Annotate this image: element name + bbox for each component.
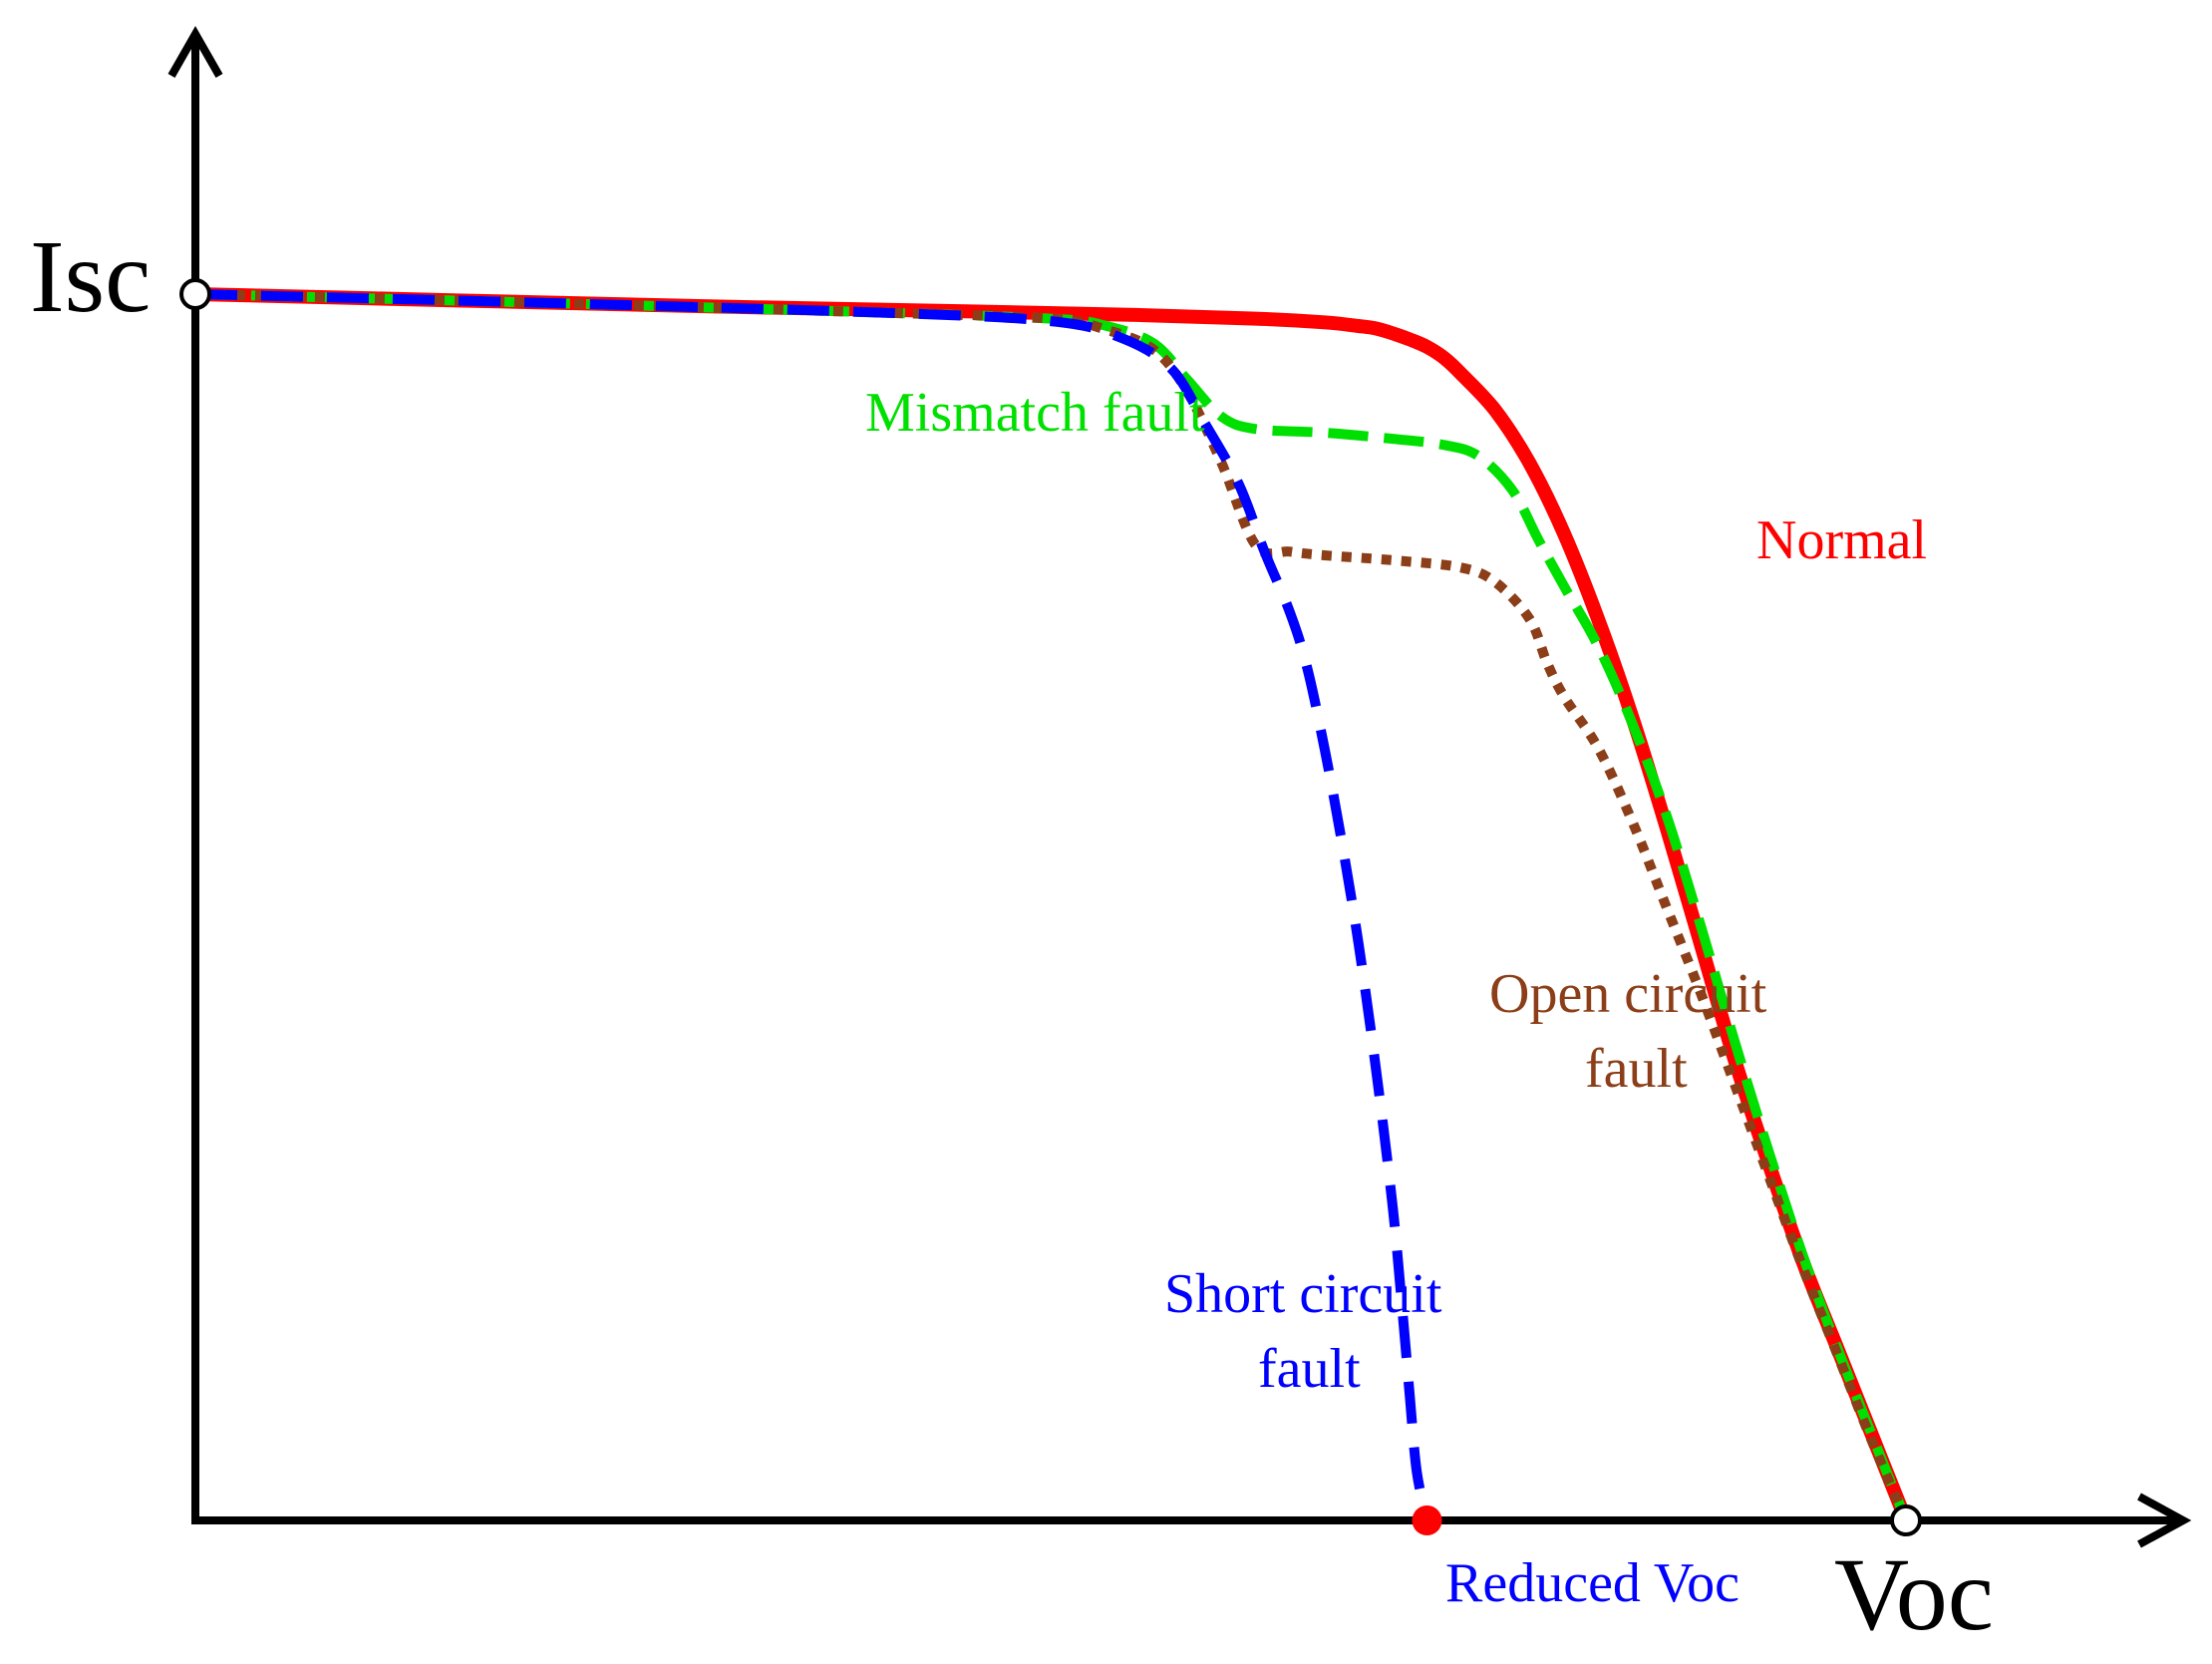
series-label-open-line-1: Open circuit	[1489, 963, 1767, 1025]
reduced-voc-point	[1412, 1505, 1442, 1535]
reduced-voc-label: Reduced Voc	[1445, 1552, 1739, 1614]
isc-point	[179, 278, 211, 310]
series-line-open	[194, 289, 1911, 1522]
series-label-open-line-2: fault	[1585, 1038, 1688, 1100]
series-label-normal: Normal	[1756, 509, 1927, 571]
series-line-mismatch	[194, 289, 1911, 1522]
isc-label: Isc	[30, 219, 151, 334]
y-axis-arrowhead	[167, 25, 223, 78]
series-label-mismatch: Mismatch fault	[865, 382, 1205, 444]
x-axis-arrowhead	[2137, 1493, 2192, 1548]
voc-label: Voc	[1834, 1537, 1994, 1652]
series-line-normal	[188, 287, 1913, 1527]
voc-point	[1890, 1504, 1922, 1536]
series-label-short-line-1: Short circuit	[1164, 1263, 1442, 1325]
series-label-short-line-2: fault	[1258, 1338, 1361, 1400]
curve-layer	[188, 287, 1913, 1527]
series-line-short	[194, 289, 1432, 1522]
